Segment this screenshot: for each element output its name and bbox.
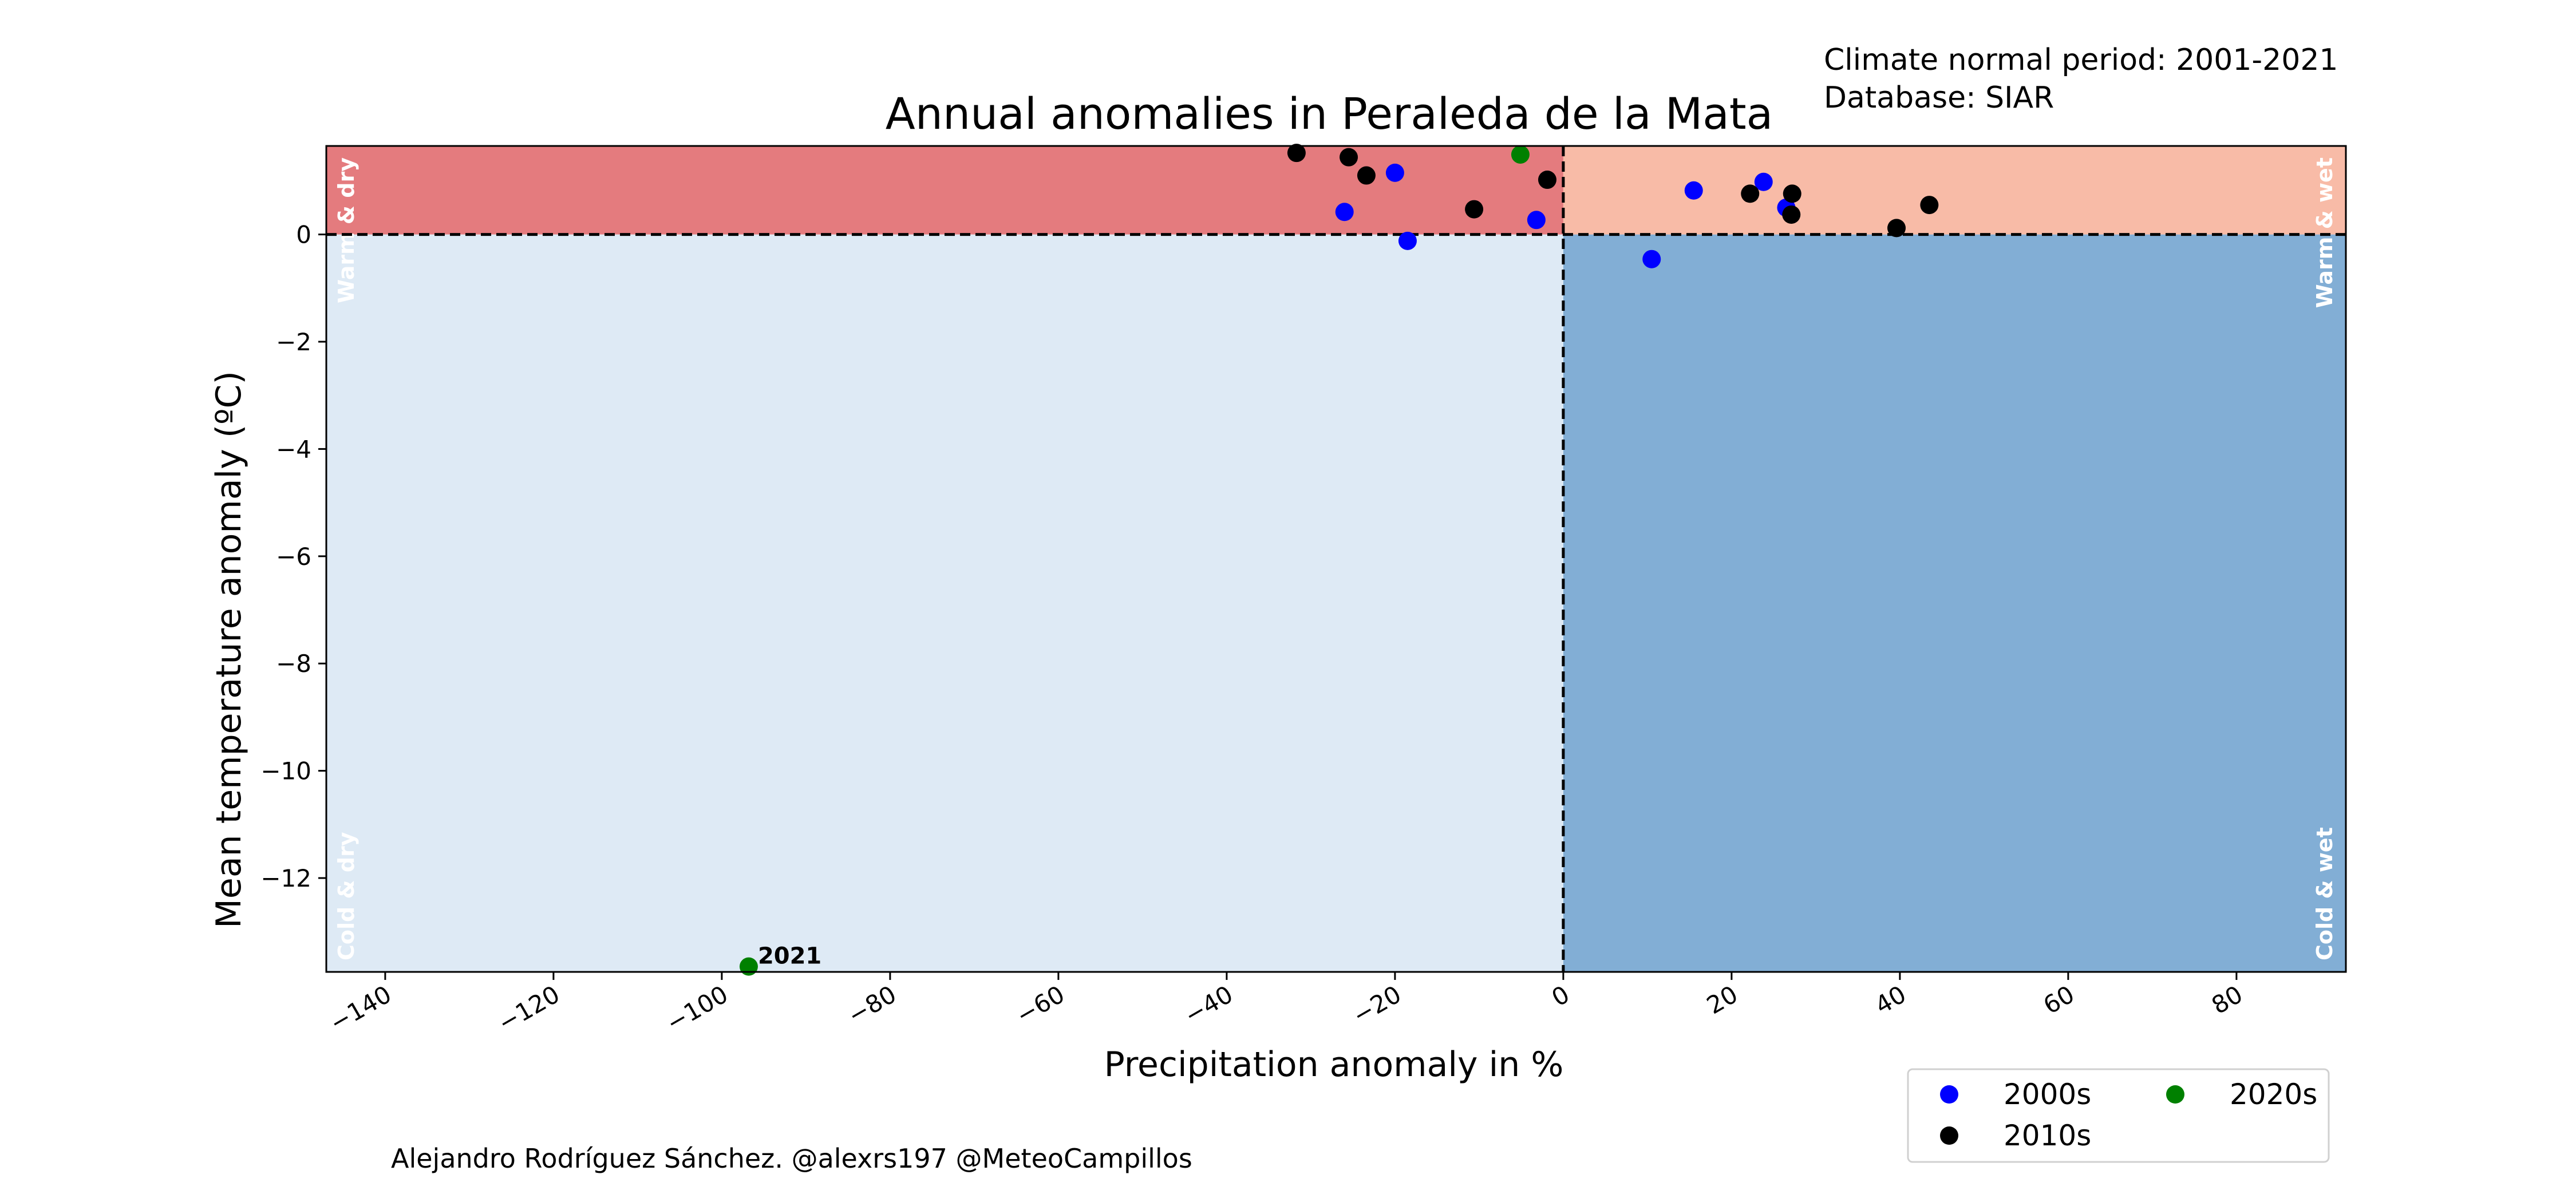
data-point-2000s (1527, 211, 1546, 230)
data-point-2000s (1398, 231, 1417, 250)
x-tick-label: −140 (325, 980, 396, 1037)
quadrant-cold-wet (1563, 234, 2346, 972)
data-point-2010s (1340, 148, 1358, 167)
x-tick-label: 0 (1547, 980, 1574, 1012)
quadrant-warm-wet (1563, 146, 2346, 235)
quadrant-label-warm-dry: Warm & dry (334, 157, 359, 303)
data-point-2000s (1335, 203, 1354, 222)
data-points: 2021 (739, 144, 1939, 976)
quadrant-warm-dry (326, 146, 1563, 235)
data-point-2010s (1782, 205, 1801, 224)
quadrant-label-warm-wet: Warm & wet (2312, 157, 2337, 308)
data-point-2020s (739, 957, 758, 976)
quadrant-label-cold-wet: Cold & wet (2312, 827, 2337, 960)
y-axis-label: Mean temperature anomaly (ºC) (209, 371, 249, 928)
y-tick-label: −12 (260, 864, 311, 892)
y-tick-label: −6 (276, 543, 311, 571)
author-credit: Alejandro Rodríguez Sánchez. @alexrs197 … (391, 1143, 1192, 1174)
data-point-2000s (1642, 250, 1661, 268)
x-tick-label: 40 (1870, 980, 1911, 1019)
legend-label-2010s: 2010s (2004, 1119, 2091, 1152)
data-point-2000s (1385, 163, 1404, 182)
x-tick-label: −80 (843, 980, 901, 1030)
legend-marker-2020s (2166, 1085, 2184, 1104)
y-axis-ticks: −12 −10 −8 −6 −4 −2 0 (260, 221, 326, 892)
legend: 2000s 2010s 2020s (1907, 1068, 2330, 1163)
legend-marker-2010s (1940, 1126, 1958, 1145)
x-tick-label: 60 (2038, 980, 2079, 1019)
data-point-2000s (1754, 172, 1773, 191)
data-point-2010s (1538, 171, 1556, 189)
x-tick-label: −100 (661, 980, 732, 1037)
x-axis-ticks: −140 −120 −100 −80 −60 −40 −20 0 20 40 60 80 (325, 972, 2247, 1037)
data-point-2010s (1887, 219, 1906, 238)
data-point-2020s (1511, 145, 1530, 164)
quadrant-cold-dry (326, 234, 1563, 972)
y-tick-label: −4 (276, 435, 311, 463)
quadrant-label-cold-dry: Cold & dry (334, 832, 359, 960)
plot-frame (325, 145, 2347, 973)
data-point-2010s (1287, 144, 1306, 163)
y-tick-label: −10 (260, 757, 311, 785)
normal-period-note: Climate normal period: 2001-2021 (1824, 43, 2338, 77)
point-annotation: 2021 (758, 943, 821, 970)
data-point-2010s (1783, 184, 1801, 203)
data-point-2010s (1465, 200, 1484, 219)
y-tick-label: −2 (276, 328, 311, 356)
legend-label-2020s: 2020s (2230, 1078, 2317, 1111)
x-tick-label: 80 (2207, 980, 2247, 1019)
x-tick-label: −120 (493, 980, 564, 1037)
chart-title: Annual anomalies in Peraleda de la Mata (886, 88, 1773, 139)
data-point-2010s (1741, 184, 1760, 203)
database-note: Database: SIAR (1824, 81, 2054, 115)
data-point-2010s (1920, 196, 1939, 215)
y-tick-label: 0 (296, 221, 311, 249)
legend-label-2000s: 2000s (2004, 1078, 2091, 1111)
x-tick-label: −20 (1348, 980, 1406, 1030)
x-axis-label: Precipitation anomaly in % (1104, 1045, 1564, 1085)
x-tick-label: 20 (1702, 980, 1743, 1019)
legend-marker-2000s (1940, 1085, 1958, 1104)
x-tick-label: −60 (1012, 980, 1069, 1030)
x-tick-label: −40 (1180, 980, 1238, 1030)
data-point-2010s (1357, 166, 1376, 185)
data-point-2000s (1684, 181, 1703, 200)
y-tick-label: −8 (276, 650, 311, 678)
